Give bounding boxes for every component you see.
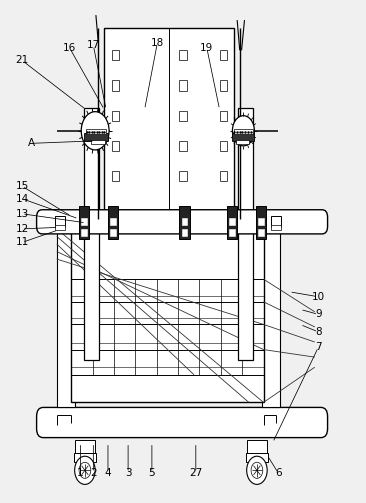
Bar <box>84 108 99 360</box>
Circle shape <box>251 462 263 478</box>
Bar <box>104 28 234 219</box>
Text: 13: 13 <box>15 209 29 219</box>
Bar <box>112 80 119 91</box>
Text: 8: 8 <box>315 327 322 337</box>
Bar <box>71 229 264 402</box>
Text: 9: 9 <box>315 309 322 319</box>
Bar <box>182 218 187 225</box>
Bar <box>234 129 253 134</box>
Text: 4: 4 <box>105 468 111 478</box>
Bar <box>91 140 105 144</box>
Bar <box>256 206 266 239</box>
Text: 7: 7 <box>315 342 322 352</box>
Bar <box>258 218 264 225</box>
Bar <box>179 141 187 151</box>
Bar <box>110 229 116 236</box>
Bar <box>110 218 116 225</box>
Circle shape <box>79 462 91 478</box>
Bar <box>247 440 267 455</box>
Bar <box>246 453 268 462</box>
Bar <box>179 50 187 60</box>
Bar <box>55 225 65 230</box>
Text: 10: 10 <box>312 292 325 302</box>
Text: 11: 11 <box>15 237 29 247</box>
Circle shape <box>75 456 95 484</box>
Circle shape <box>247 456 267 484</box>
Text: 1: 1 <box>77 468 84 478</box>
Text: 21: 21 <box>15 55 29 65</box>
Bar <box>182 229 187 236</box>
Bar <box>84 133 108 141</box>
Bar <box>220 141 227 151</box>
Text: 12: 12 <box>15 224 29 234</box>
Bar <box>220 171 227 181</box>
Text: 15: 15 <box>15 181 29 191</box>
Text: 18: 18 <box>151 38 164 48</box>
Bar <box>81 229 87 236</box>
Bar <box>238 108 253 360</box>
Bar <box>79 206 89 239</box>
Bar <box>258 229 264 236</box>
Bar <box>86 129 106 134</box>
Bar <box>179 171 187 181</box>
Bar <box>262 224 280 407</box>
FancyBboxPatch shape <box>37 210 328 234</box>
Text: 3: 3 <box>125 468 131 478</box>
Bar <box>179 80 187 91</box>
Bar <box>81 218 87 225</box>
Bar <box>74 453 96 462</box>
Bar <box>112 50 119 60</box>
Text: 16: 16 <box>63 43 76 53</box>
Bar <box>227 206 237 239</box>
Text: 14: 14 <box>15 194 29 204</box>
Text: 2: 2 <box>90 468 97 478</box>
Bar <box>236 140 249 144</box>
Bar <box>112 171 119 181</box>
Bar <box>112 141 119 151</box>
Text: 19: 19 <box>200 43 213 53</box>
Bar <box>220 50 227 60</box>
Bar <box>271 216 281 227</box>
Bar <box>55 216 65 227</box>
Circle shape <box>232 116 254 146</box>
Bar <box>108 206 118 239</box>
Bar <box>271 225 281 230</box>
Bar <box>179 206 190 239</box>
Text: 5: 5 <box>149 468 155 478</box>
Circle shape <box>81 112 109 150</box>
Bar <box>229 229 235 236</box>
Bar <box>112 111 119 121</box>
Bar <box>220 80 227 91</box>
Bar <box>57 224 75 407</box>
Text: 6: 6 <box>275 468 281 478</box>
Text: A: A <box>27 138 35 148</box>
Text: 27: 27 <box>189 468 202 478</box>
FancyBboxPatch shape <box>37 407 328 438</box>
Bar <box>179 111 187 121</box>
Bar <box>229 218 235 225</box>
Text: 17: 17 <box>87 40 100 50</box>
Bar <box>232 133 254 141</box>
Bar <box>75 440 95 455</box>
Bar <box>220 111 227 121</box>
